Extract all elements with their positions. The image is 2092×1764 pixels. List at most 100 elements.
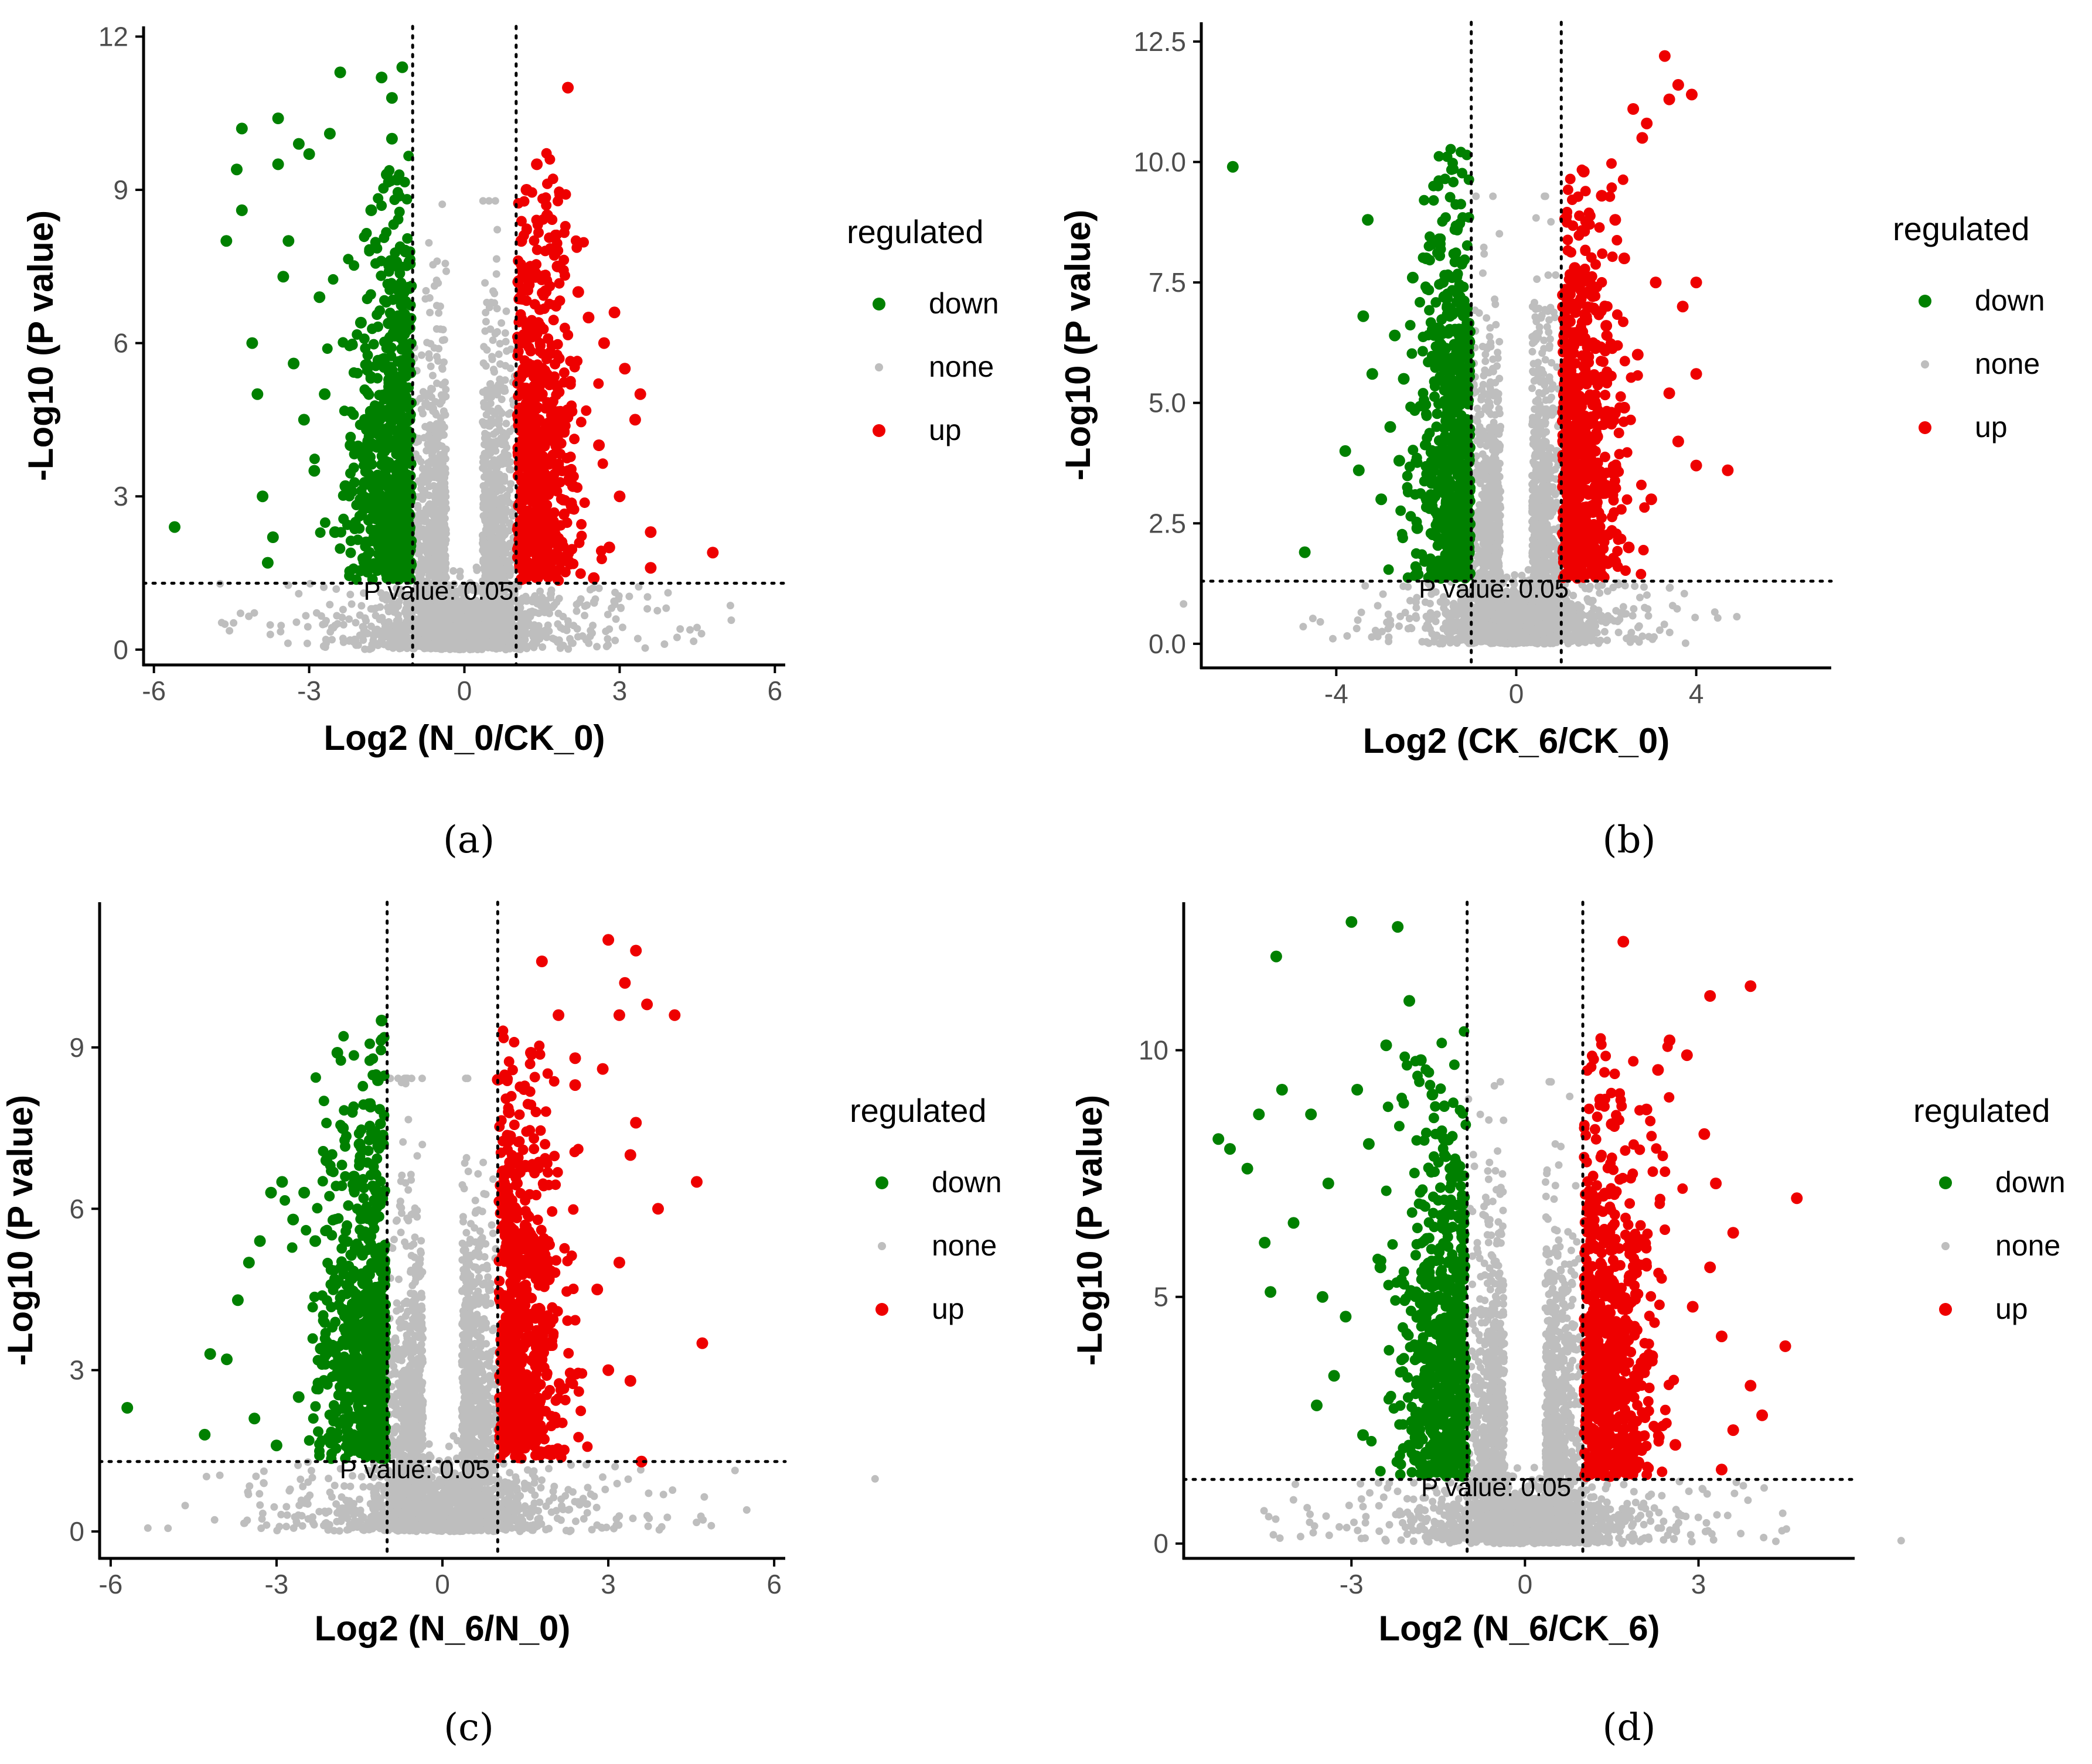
point-none: [428, 449, 436, 456]
point-none: [693, 623, 701, 632]
point-none: [660, 640, 669, 648]
point-none: [302, 612, 310, 620]
x-tick-label: -6: [142, 675, 166, 706]
point-none: [433, 257, 441, 265]
point-none: [590, 599, 598, 607]
point-none: [396, 644, 404, 653]
point-none: [524, 618, 532, 626]
point-up: [565, 451, 576, 462]
point-up: [541, 550, 552, 561]
series-up-dense: [512, 148, 608, 586]
point-down: [401, 548, 412, 559]
point-up: [582, 312, 595, 323]
point-none: [367, 622, 375, 630]
point-down: [298, 414, 310, 426]
point-none: [1299, 623, 1307, 631]
point-none: [427, 362, 435, 370]
panel-caption: (a): [443, 818, 495, 862]
point-none: [437, 608, 445, 616]
point-down: [374, 390, 385, 401]
point-up: [560, 567, 571, 578]
point-down: [379, 353, 390, 364]
point-none: [1681, 639, 1689, 647]
point-up: [551, 390, 562, 401]
point-down: [359, 414, 370, 425]
point-none: [394, 611, 402, 619]
point-none: [491, 330, 499, 338]
point-none: [381, 627, 389, 635]
point-up: [513, 198, 524, 209]
point-up: [519, 567, 530, 578]
point-down: [387, 388, 398, 398]
point-down: [220, 235, 233, 247]
point-down: [376, 71, 388, 84]
point-none: [493, 460, 501, 468]
point-none: [581, 602, 589, 610]
y-tick-label: 9: [113, 175, 128, 205]
point-none: [611, 600, 619, 609]
point-none: [416, 394, 424, 402]
point-none: [277, 622, 285, 630]
point-none: [396, 637, 403, 646]
point-none: [499, 477, 507, 485]
point-none: [438, 501, 447, 509]
point-none: [455, 634, 464, 642]
point-none: [437, 391, 445, 399]
point-up: [575, 568, 586, 579]
point-none: [413, 615, 421, 623]
point-none: [481, 279, 489, 287]
point-none: [602, 627, 610, 636]
series-none: [216, 197, 735, 654]
point-down: [381, 363, 393, 374]
point-none: [469, 639, 477, 647]
point-none: [1404, 583, 1412, 591]
point-none: [503, 616, 512, 625]
point-none: [727, 616, 735, 625]
point-none: [1533, 275, 1541, 283]
point-up: [565, 376, 576, 387]
point-none: [1495, 374, 1504, 383]
point-none: [492, 270, 500, 278]
point-none: [1733, 613, 1741, 621]
point-none: [495, 543, 503, 551]
point-down: [388, 219, 399, 230]
point-none: [539, 643, 547, 651]
point-down: [328, 274, 339, 285]
point-up: [576, 518, 587, 530]
y-axis-title: -Log10 (P value): [21, 210, 60, 481]
point-none: [615, 592, 623, 600]
point-none: [495, 350, 503, 359]
point-up: [614, 490, 626, 503]
point-none: [496, 568, 505, 576]
point-up: [521, 224, 532, 236]
point-down: [389, 543, 399, 554]
point-none: [564, 645, 573, 653]
point-none: [486, 400, 495, 408]
point-none: [481, 460, 489, 469]
point-none: [430, 282, 438, 290]
point-none: [486, 629, 495, 637]
point-none: [384, 618, 393, 626]
point-down: [400, 475, 411, 486]
y-tick-label: 0: [113, 634, 128, 665]
point-down: [319, 388, 331, 400]
point-up: [551, 260, 564, 272]
point-down: [365, 452, 376, 463]
point-down: [369, 525, 380, 536]
point-none: [464, 608, 472, 616]
point-none: [438, 200, 447, 209]
point-none: [426, 309, 434, 316]
point-down: [261, 557, 274, 569]
y-tick-label: 12: [98, 21, 128, 52]
point-up: [531, 259, 542, 270]
point-down: [386, 92, 398, 104]
point-none: [501, 329, 509, 337]
point-up: [531, 565, 542, 576]
point-none: [550, 601, 558, 609]
point-none: [434, 563, 442, 571]
point-none: [434, 421, 442, 429]
point-none: [479, 512, 488, 520]
point-none: [518, 640, 526, 649]
point-up: [522, 282, 533, 294]
